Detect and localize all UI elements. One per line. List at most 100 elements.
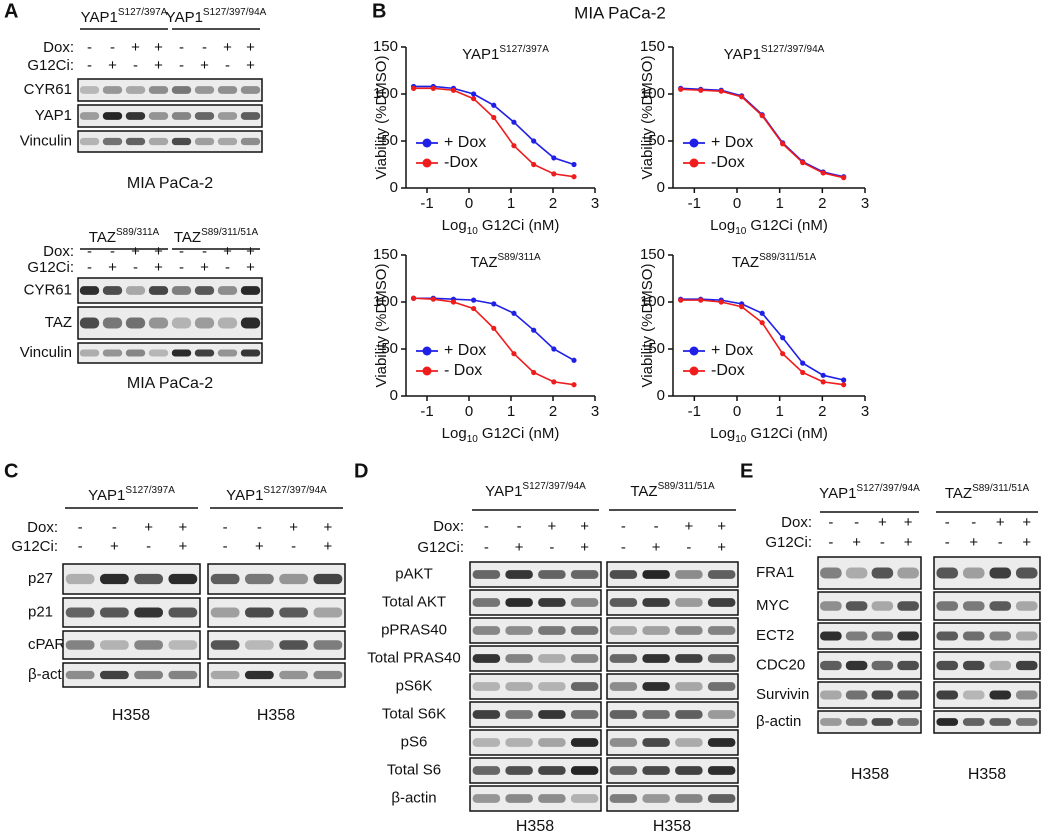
band: [609, 654, 638, 663]
condition-sign: +: [246, 243, 255, 260]
series-line: [680, 88, 844, 179]
band: [642, 682, 670, 691]
y-tick-label: 50: [648, 340, 665, 357]
blot-box: [77, 130, 263, 153]
band: [962, 718, 985, 726]
row-label: p27: [28, 570, 53, 587]
data-point: [450, 87, 457, 93]
group-header: TAZS89/311/51A: [630, 481, 715, 500]
x-tick-label: 2: [818, 403, 826, 420]
band: [505, 626, 533, 635]
band: [989, 690, 1012, 700]
group-header: YAP1S127/397/94A: [485, 481, 586, 500]
data-point: [780, 141, 786, 147]
band: [820, 567, 842, 579]
row-label: Total PRAS40: [367, 649, 460, 666]
band: [472, 794, 501, 803]
band: [642, 710, 670, 719]
condition-sign: -: [291, 538, 296, 555]
x-tick-label: 1: [507, 403, 515, 420]
group-header-part: S127/397A: [125, 485, 175, 496]
band: [675, 738, 703, 747]
condition-sign: -: [225, 259, 230, 276]
x-tick-label: 2: [549, 403, 557, 420]
condition-sign: -: [179, 259, 184, 276]
data-point: [718, 88, 724, 94]
band: [244, 573, 274, 585]
row-label: CYR61: [24, 281, 72, 298]
group-header-part: TAZ: [174, 229, 201, 246]
caption: H358: [968, 766, 1006, 783]
data-point: [698, 297, 704, 303]
band: [79, 317, 100, 329]
condition-sign: +: [547, 518, 556, 535]
band: [171, 349, 192, 357]
condition-label: G12Ci:: [27, 259, 74, 276]
condition-label: Dox:: [43, 243, 74, 260]
condition-sign: -: [225, 57, 230, 74]
x-axis-label-part: 10: [467, 226, 479, 237]
band: [148, 86, 169, 94]
x-axis-label-part: 10: [467, 434, 479, 445]
band: [642, 654, 670, 663]
group-header-part: TAZ: [630, 483, 657, 500]
data-point: [511, 119, 517, 125]
data-point: [430, 296, 436, 302]
band: [989, 718, 1012, 726]
condition-sign: -: [484, 518, 489, 535]
chart-title-part: TAZ: [732, 254, 759, 271]
band: [820, 601, 842, 611]
condition-sign: +: [652, 539, 661, 556]
band: [125, 86, 146, 94]
row-label: pAKT: [395, 565, 433, 582]
condition-sign: -: [179, 39, 184, 56]
band: [102, 349, 123, 357]
condition-label: G12Ci:: [27, 57, 74, 74]
band: [240, 317, 261, 329]
band: [194, 317, 215, 329]
row-label: ECT2: [756, 627, 794, 644]
band: [102, 286, 123, 295]
band: [538, 598, 566, 607]
condition-sign: +: [154, 57, 163, 74]
row-label: CDC20: [756, 656, 805, 673]
x-axis-label-part: 10: [735, 226, 747, 237]
chart-title-part: TAZ: [470, 254, 497, 271]
y-tick-label: 0: [390, 387, 398, 404]
band: [989, 601, 1012, 611]
band: [217, 317, 238, 329]
panel-label: C: [4, 460, 18, 482]
band: [570, 794, 599, 803]
chart-title-part: YAP1: [724, 46, 761, 63]
band: [240, 112, 261, 120]
x-tick-label: 0: [465, 195, 473, 212]
band: [472, 682, 501, 691]
band: [313, 573, 343, 585]
data-point: [571, 382, 577, 388]
band: [148, 112, 169, 120]
group-header-part: S127/397/94A: [522, 481, 586, 492]
band: [538, 682, 566, 691]
band: [102, 86, 123, 94]
condition-sign: -: [87, 259, 92, 276]
band: [79, 349, 100, 357]
condition-sign: +: [969, 534, 978, 551]
band: [65, 640, 95, 650]
band: [675, 794, 703, 803]
band: [171, 137, 192, 146]
band: [936, 601, 959, 611]
band: [538, 570, 566, 579]
legend-marker: [689, 138, 699, 148]
data-point: [678, 86, 684, 92]
group-header: TAZS89/311/51A: [945, 483, 1030, 502]
group-header: YAP1S127/397/94A: [226, 485, 327, 504]
x-tick-label: -1: [688, 403, 701, 420]
condition-sign: +: [178, 519, 187, 536]
chart-title: TAZS89/311A: [470, 252, 541, 271]
condition-sign: -: [945, 534, 950, 551]
band: [707, 570, 736, 579]
data-point: [780, 351, 786, 357]
band: [570, 570, 599, 579]
band: [279, 640, 309, 650]
condition-label: G12Ci:: [765, 534, 812, 551]
